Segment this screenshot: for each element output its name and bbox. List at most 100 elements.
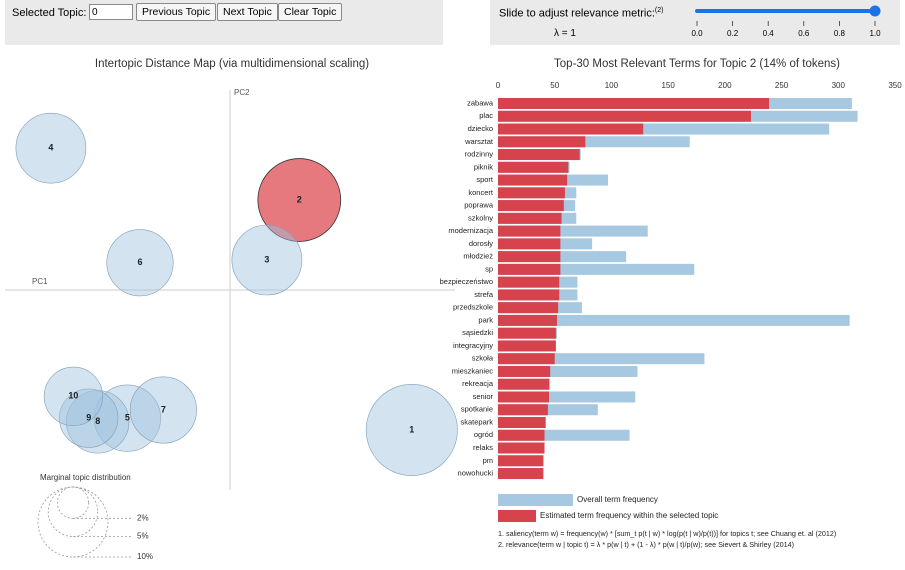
footnote: 2. relevance(term w | topic t) = λ * p(w… xyxy=(498,540,794,549)
selected-topic-input[interactable] xyxy=(89,4,133,20)
topic-circle[interactable] xyxy=(231,224,303,296)
term-label[interactable]: modernizacja xyxy=(448,226,493,235)
term-label[interactable]: relaks xyxy=(473,443,493,452)
topic-circle[interactable] xyxy=(59,388,119,448)
next-topic-button[interactable]: Next Topic xyxy=(217,3,278,21)
term-bar xyxy=(498,391,550,403)
slider-tick-label: 0.2 xyxy=(727,29,739,38)
topic-circle[interactable] xyxy=(129,376,197,444)
term-label[interactable]: rodzinny xyxy=(465,150,494,159)
x-tick-label: 50 xyxy=(550,81,559,90)
term-bar xyxy=(498,174,568,186)
term-label[interactable]: warsztat xyxy=(464,137,494,146)
term-label[interactable]: rekreacja xyxy=(462,379,494,388)
x-tick-label: 300 xyxy=(832,81,846,90)
term-label[interactable]: poprawa xyxy=(464,201,494,210)
term-bar xyxy=(498,136,586,148)
term-label[interactable]: koncert xyxy=(468,188,494,197)
term-bar xyxy=(498,429,630,441)
term-label[interactable]: park xyxy=(478,315,493,324)
slider[interactable]: 0.0 0.2 0.4 0.6 0.8 1.0 xyxy=(490,0,900,45)
topic-label: 10 xyxy=(68,391,78,401)
term-label[interactable]: sp xyxy=(485,264,493,273)
term-label[interactable]: szkoła xyxy=(472,354,494,363)
size-legend-title: Marginal topic distribution xyxy=(40,473,131,482)
legend-swatch xyxy=(498,510,536,522)
x-axis-label: PC1 xyxy=(32,277,48,286)
selected-topic-label: Selected Topic: xyxy=(12,7,87,19)
y-axis-label: PC2 xyxy=(234,88,250,97)
term-bar xyxy=(498,378,550,390)
x-tick-label: 350 xyxy=(888,81,902,90)
term-label[interactable]: sport xyxy=(476,175,494,184)
term-label[interactable]: młodzież xyxy=(463,252,493,261)
term-bar xyxy=(498,365,551,377)
legend-swatch xyxy=(498,494,573,506)
term-bar xyxy=(498,391,636,403)
term-bar xyxy=(498,302,559,314)
x-tick-label: 200 xyxy=(718,81,732,90)
term-label[interactable]: szkolny xyxy=(468,213,493,222)
term-bar xyxy=(498,225,648,237)
term-bar xyxy=(498,149,580,161)
topic-label: 4 xyxy=(48,143,53,153)
term-bar xyxy=(498,123,830,135)
term-label[interactable]: spotkanie xyxy=(461,405,493,414)
legend-label: Overall term frequency xyxy=(577,495,658,504)
term-label[interactable]: piknik xyxy=(474,162,493,171)
clear-topic-button[interactable]: Clear Topic xyxy=(278,3,343,21)
term-label[interactable]: plac xyxy=(479,111,493,120)
term-label[interactable]: bezpieczeństwo xyxy=(440,277,493,286)
size-legend-label: 2% xyxy=(137,513,149,522)
term-bar xyxy=(498,353,705,365)
term-bar xyxy=(498,212,562,224)
topic-circle[interactable] xyxy=(365,384,458,476)
term-label[interactable]: dorosły xyxy=(469,239,493,248)
term-bar xyxy=(498,289,560,301)
x-tick-label: 150 xyxy=(661,81,675,90)
term-label[interactable]: dziecko xyxy=(468,124,493,133)
term-label[interactable]: integracyjny xyxy=(453,341,493,350)
legend-label: Estimated term frequency within the sele… xyxy=(540,511,718,520)
term-label[interactable]: nowohucki xyxy=(458,469,494,478)
slider-handle[interactable] xyxy=(869,5,881,17)
term-bar xyxy=(498,263,561,275)
previous-topic-button[interactable]: Previous Topic xyxy=(136,3,217,21)
term-bar xyxy=(498,161,569,173)
topic-circle[interactable] xyxy=(106,229,174,297)
term-label[interactable]: przedszkole xyxy=(453,303,493,312)
slider-label-text: Slide to adjust relevance metric: xyxy=(499,7,655,20)
topic-label: 5 xyxy=(125,413,130,423)
topic-circle[interactable] xyxy=(257,158,342,242)
topic-circle[interactable] xyxy=(15,112,87,184)
chart-title: Top-30 Most Relevant Terms for Topic 2 (… xyxy=(554,58,840,70)
term-label[interactable]: zabawa xyxy=(467,98,494,107)
slider-tick-label: 0.0 xyxy=(691,29,703,38)
term-bar xyxy=(498,200,564,212)
topic-controls: Selected Topic: Previous Topic Next Topi… xyxy=(5,0,443,45)
term-label[interactable]: strefa xyxy=(474,290,494,299)
term-bar xyxy=(498,251,627,263)
topic-label: 7 xyxy=(161,404,166,414)
term-label[interactable]: sąsiedzki xyxy=(462,328,493,337)
topic-label: 9 xyxy=(86,413,91,423)
size-legend-circle xyxy=(56,486,90,519)
relevance-controls: 0.0 0.2 0.4 0.6 0.8 1.0 Slide to adjust relev… xyxy=(490,0,900,45)
term-label[interactable]: senior xyxy=(473,392,494,401)
topic-circle[interactable] xyxy=(93,384,161,452)
term-bar xyxy=(498,276,560,288)
term-label[interactable]: pm xyxy=(483,456,493,465)
term-bar xyxy=(498,468,544,480)
term-label[interactable]: skatepark xyxy=(460,417,493,426)
term-label[interactable]: ogród xyxy=(474,430,493,439)
term-label[interactable]: mieszkaniec xyxy=(452,366,494,375)
term-bar xyxy=(498,123,644,135)
topic-label: 6 xyxy=(137,257,142,267)
term-bar xyxy=(498,429,545,441)
topic-label: 2 xyxy=(297,194,302,204)
term-bar xyxy=(498,442,545,454)
slider-note: (2) xyxy=(654,7,664,14)
topic-circle[interactable] xyxy=(43,366,103,426)
